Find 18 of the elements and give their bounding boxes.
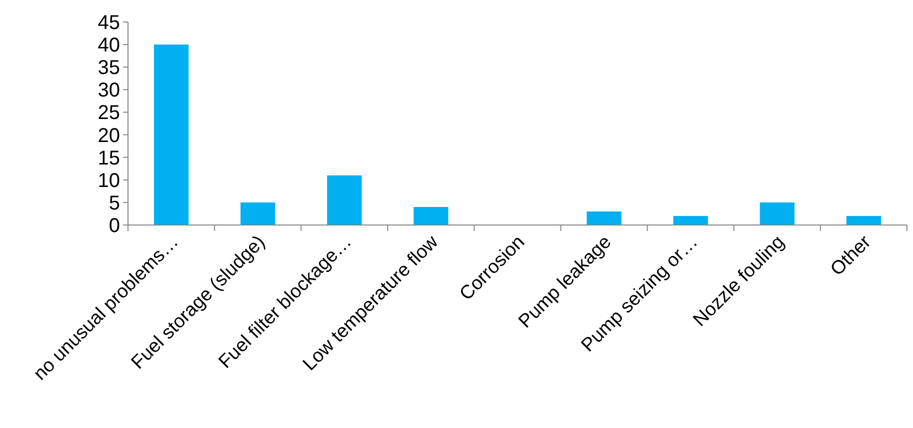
- y-tick-label: 30: [98, 80, 120, 102]
- y-tick-label: 45: [98, 12, 120, 34]
- bar: [240, 202, 276, 225]
- bar: [586, 211, 622, 225]
- y-tick-label: 0: [108, 215, 120, 237]
- bar: [846, 216, 882, 225]
- bar: [760, 202, 794, 225]
- y-tick-label: 40: [98, 34, 120, 57]
- bar: [673, 216, 708, 225]
- bar: [414, 206, 448, 225]
- y-tick-label: 35: [98, 57, 120, 80]
- y-tick-label: 15: [98, 147, 120, 170]
- y-tick-label: 5: [108, 192, 120, 214]
- y-tick-label: 10: [98, 170, 120, 192]
- y-tick-label: 20: [98, 124, 120, 147]
- bar: [154, 44, 189, 225]
- bar: [327, 175, 362, 225]
- y-tick-label: 25: [98, 102, 120, 124]
